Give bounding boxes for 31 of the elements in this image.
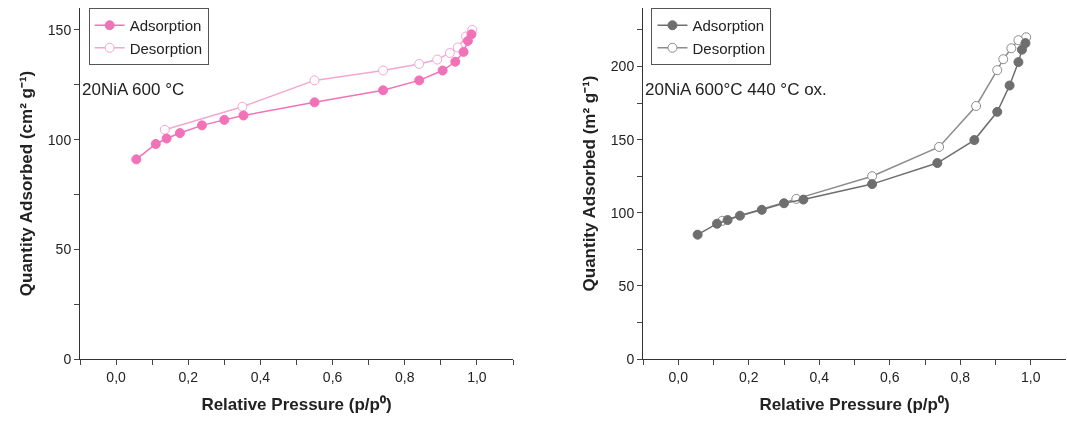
y-tick-label: 50 bbox=[618, 277, 635, 294]
x-axis-title: Relative Pressure (p/p⁰) bbox=[759, 395, 950, 415]
x-tick-label: 0,2 bbox=[739, 368, 759, 385]
x-tick-label: 1,0 bbox=[1021, 368, 1041, 385]
x-tick-label: 0,0 bbox=[668, 368, 689, 385]
y-tick-label: 0 bbox=[626, 350, 635, 367]
annotation: 20NiA 600°C 440 °C ox. bbox=[645, 80, 827, 99]
x-tick-label: 0,8 bbox=[395, 368, 415, 385]
x-tick-label: 1,0 bbox=[467, 368, 487, 385]
x-tick-label: 0,2 bbox=[178, 368, 199, 385]
legend-label: Adsorption bbox=[129, 17, 202, 35]
y-tick-label: 200 bbox=[610, 58, 635, 75]
x-tick-label: 0,6 bbox=[322, 368, 343, 385]
annotation: 20NiA 600 °C bbox=[82, 80, 185, 99]
y-tick-label: 0 bbox=[63, 350, 72, 367]
y-tick-label: 100 bbox=[610, 204, 635, 221]
x-tick-label: 0,4 bbox=[250, 368, 271, 385]
x-axis-title: Relative Pressure (p/p⁰) bbox=[201, 395, 392, 415]
legend-label: Desorption bbox=[129, 39, 203, 57]
x-tick-label: 0,6 bbox=[880, 368, 900, 385]
legend-label: Adsorption bbox=[692, 17, 765, 35]
y-tick-label: 150 bbox=[610, 131, 635, 148]
y-tick-label: 100 bbox=[47, 131, 72, 148]
legend-label: Desorption bbox=[692, 39, 766, 57]
x-tick-label: 0,4 bbox=[809, 368, 830, 385]
y-axis-title: Quantity Adsorbed (cm² g⁻¹) bbox=[17, 70, 37, 297]
x-tick-label: 0,8 bbox=[950, 368, 971, 385]
x-tick-label: 0,0 bbox=[106, 368, 127, 385]
y-axis-title: Quantity Adsorbed (m² g⁻¹) bbox=[580, 75, 600, 292]
y-tick-label: 150 bbox=[47, 21, 72, 38]
y-tick-label: 50 bbox=[55, 241, 72, 258]
